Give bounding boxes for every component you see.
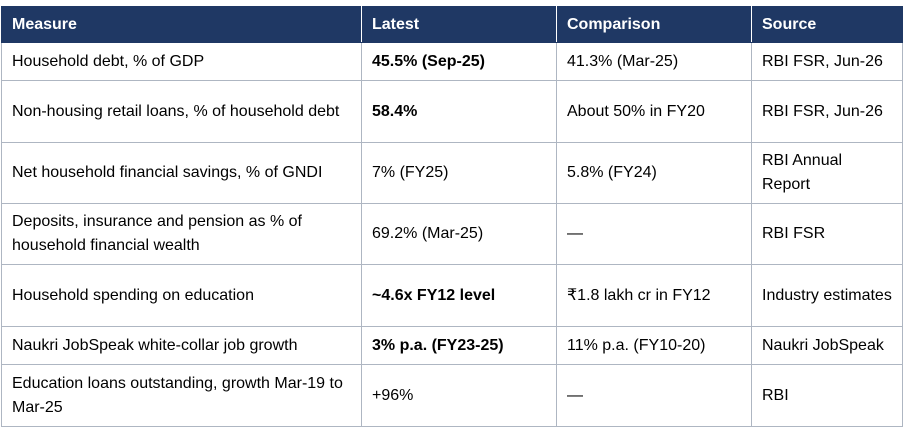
latest-cell: 58.4% [361,80,557,143]
source-cell: RBI FSR [751,203,903,265]
latest-cell: +96% [361,364,557,427]
table-row: Non-housing retail loans, % of household… [1,80,903,143]
header-measure: Measure [1,6,362,43]
latest-cell: 45.5% (Sep-25) [361,42,557,81]
comparison-cell: — [556,203,752,265]
source-cell: RBI FSR, Jun-26 [751,42,903,81]
comparison-cell: — [556,364,752,427]
table-row: Household spending on education ~4.6x FY… [1,264,903,327]
table-row: Education loans outstanding, growth Mar-… [1,364,903,427]
table-row: Net household financial savings, % of GN… [1,142,903,204]
comparison-cell: 11% p.a. (FY10-20) [556,326,752,365]
data-table: Measure Latest Comparison Source Househo… [1,6,903,427]
comparison-cell: About 50% in FY20 [556,80,752,143]
source-cell: Industry estimates [751,264,903,327]
source-cell: RBI [751,364,903,427]
source-cell: RBI FSR, Jun-26 [751,80,903,143]
measure-cell: Deposits, insurance and pension as % of … [1,203,362,265]
latest-cell: 7% (FY25) [361,142,557,204]
comparison-cell: 5.8% (FY24) [556,142,752,204]
latest-cell: 69.2% (Mar-25) [361,203,557,265]
comparison-cell: 41.3% (Mar-25) [556,42,752,81]
table-row: Deposits, insurance and pension as % of … [1,203,903,265]
header-row: Measure Latest Comparison Source [1,6,903,43]
measure-cell: Naukri JobSpeak white-collar job growth [1,326,362,365]
table-row: Naukri JobSpeak white-collar job growth … [1,326,903,365]
comparison-cell: ₹1.8 lakh cr in FY12 [556,264,752,327]
measure-cell: Household spending on education [1,264,362,327]
measure-cell: Education loans outstanding, growth Mar-… [1,364,362,427]
latest-cell: 3% p.a. (FY23-25) [361,326,557,365]
header-source: Source [751,6,903,43]
header-latest: Latest [361,6,557,43]
source-cell: RBI Annual Report [751,142,903,204]
header-comparison: Comparison [556,6,752,43]
measure-cell: Net household financial savings, % of GN… [1,142,362,204]
table-row: Household debt, % of GDP 45.5% (Sep-25) … [1,42,903,81]
source-cell: Naukri JobSpeak [751,326,903,365]
measure-cell: Household debt, % of GDP [1,42,362,81]
measure-cell: Non-housing retail loans, % of household… [1,80,362,143]
latest-cell: ~4.6x FY12 level [361,264,557,327]
